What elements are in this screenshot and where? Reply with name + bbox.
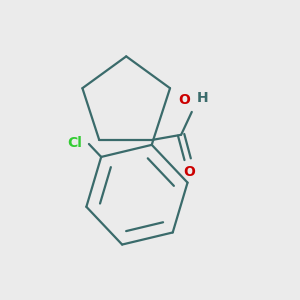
Text: O: O	[183, 165, 195, 178]
Text: H: H	[197, 92, 209, 105]
Text: O: O	[178, 93, 190, 106]
Text: Cl: Cl	[68, 136, 82, 149]
